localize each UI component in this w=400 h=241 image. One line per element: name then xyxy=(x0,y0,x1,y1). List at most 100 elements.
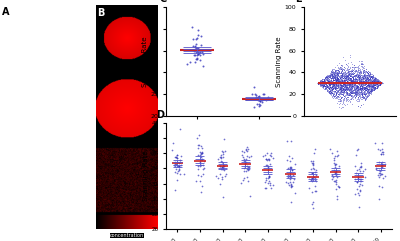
Point xyxy=(262,180,268,184)
Point xyxy=(372,78,378,82)
Point xyxy=(330,92,336,96)
Point xyxy=(373,83,379,87)
Point xyxy=(332,90,339,94)
Point xyxy=(343,80,349,84)
Point xyxy=(352,92,358,96)
Point xyxy=(334,75,340,79)
Point xyxy=(331,76,338,80)
Point xyxy=(268,154,274,158)
Point xyxy=(329,80,335,84)
Point xyxy=(194,47,200,51)
Point xyxy=(317,80,323,83)
Point xyxy=(193,37,199,41)
Point xyxy=(344,70,351,74)
Point xyxy=(362,91,368,94)
Point xyxy=(360,73,366,76)
Point xyxy=(356,82,362,86)
Point xyxy=(262,176,269,180)
Point xyxy=(323,82,329,86)
Point xyxy=(343,81,349,85)
Point xyxy=(321,83,328,87)
Point xyxy=(349,75,355,79)
Point xyxy=(368,88,375,92)
Point xyxy=(264,158,270,162)
Point xyxy=(342,78,348,82)
Point xyxy=(320,79,327,83)
Point xyxy=(336,87,343,91)
Point xyxy=(365,69,371,73)
Point xyxy=(343,90,349,94)
Point xyxy=(369,83,376,87)
Point xyxy=(367,89,374,93)
Point xyxy=(365,73,372,77)
Point xyxy=(343,78,349,82)
Point xyxy=(344,83,350,87)
Point xyxy=(325,85,331,88)
Point xyxy=(337,71,343,75)
Point xyxy=(352,70,358,74)
Point xyxy=(358,90,364,94)
Point xyxy=(316,80,322,84)
Point xyxy=(338,87,344,91)
Point xyxy=(326,78,332,82)
Point xyxy=(360,96,366,100)
Point xyxy=(195,164,202,168)
Point xyxy=(374,77,380,80)
Point xyxy=(220,164,227,168)
Point xyxy=(377,171,383,175)
Point xyxy=(344,90,350,94)
Point xyxy=(340,86,346,90)
Point xyxy=(360,91,366,95)
Point xyxy=(336,67,342,71)
Point xyxy=(192,53,198,57)
Point xyxy=(373,79,380,83)
Point xyxy=(365,71,372,75)
Point xyxy=(342,83,348,87)
Point xyxy=(354,80,360,84)
Point xyxy=(352,81,358,85)
Point xyxy=(337,65,344,69)
Point xyxy=(324,78,331,82)
Point xyxy=(363,84,369,87)
Point xyxy=(365,90,372,94)
Point xyxy=(352,79,358,82)
Point xyxy=(331,78,338,82)
Point xyxy=(343,90,349,94)
Point xyxy=(374,77,380,80)
Point xyxy=(285,175,291,179)
Point xyxy=(318,79,325,83)
Point xyxy=(308,177,314,181)
Point xyxy=(374,79,380,83)
Point xyxy=(358,79,364,83)
Point xyxy=(329,89,335,93)
Point xyxy=(363,82,369,86)
Point xyxy=(354,85,361,89)
Point xyxy=(369,85,376,89)
Point xyxy=(333,92,340,96)
Point xyxy=(355,89,361,93)
Point xyxy=(345,81,351,85)
Point xyxy=(322,76,328,80)
Point xyxy=(243,148,250,152)
Point xyxy=(355,85,361,89)
Point xyxy=(355,67,361,71)
Point xyxy=(362,86,368,90)
Point xyxy=(328,69,334,73)
Point xyxy=(371,82,377,86)
Point xyxy=(311,175,317,179)
Point xyxy=(343,84,350,88)
Point xyxy=(355,88,361,92)
Point xyxy=(349,79,355,83)
Point xyxy=(349,86,355,90)
Point xyxy=(329,75,336,79)
Point xyxy=(220,166,226,169)
Point xyxy=(327,73,333,77)
Point xyxy=(266,157,272,161)
Point xyxy=(341,78,348,81)
Point xyxy=(348,91,355,95)
Point xyxy=(362,88,368,92)
Point xyxy=(355,69,361,73)
Point xyxy=(328,84,335,88)
Point xyxy=(376,82,382,86)
Point xyxy=(322,86,328,90)
